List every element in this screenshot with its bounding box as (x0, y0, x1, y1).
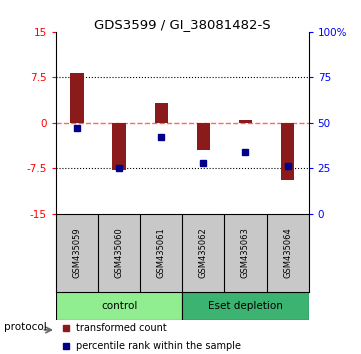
Text: GSM435061: GSM435061 (157, 227, 166, 278)
Bar (70, 73, 84, 123)
Text: GSM435064: GSM435064 (283, 227, 292, 278)
Bar (112, 123, 126, 170)
Title: GDS3599 / GI_38081482-S: GDS3599 / GI_38081482-S (94, 18, 271, 31)
Bar (197, 123, 210, 150)
Bar (281, 123, 294, 181)
Text: control: control (101, 301, 137, 311)
Text: Eset depletion: Eset depletion (208, 301, 283, 311)
Text: GSM435059: GSM435059 (73, 227, 82, 278)
Text: percentile rank within the sample: percentile rank within the sample (76, 341, 241, 350)
Bar (182, 292, 309, 320)
Bar (56, 292, 182, 320)
Text: GSM435063: GSM435063 (241, 227, 250, 278)
Bar (155, 103, 168, 123)
Bar (239, 120, 252, 123)
Text: protocol: protocol (4, 322, 46, 332)
Text: GSM435060: GSM435060 (115, 227, 123, 278)
Text: GSM435062: GSM435062 (199, 227, 208, 278)
Text: transformed count: transformed count (76, 322, 167, 333)
